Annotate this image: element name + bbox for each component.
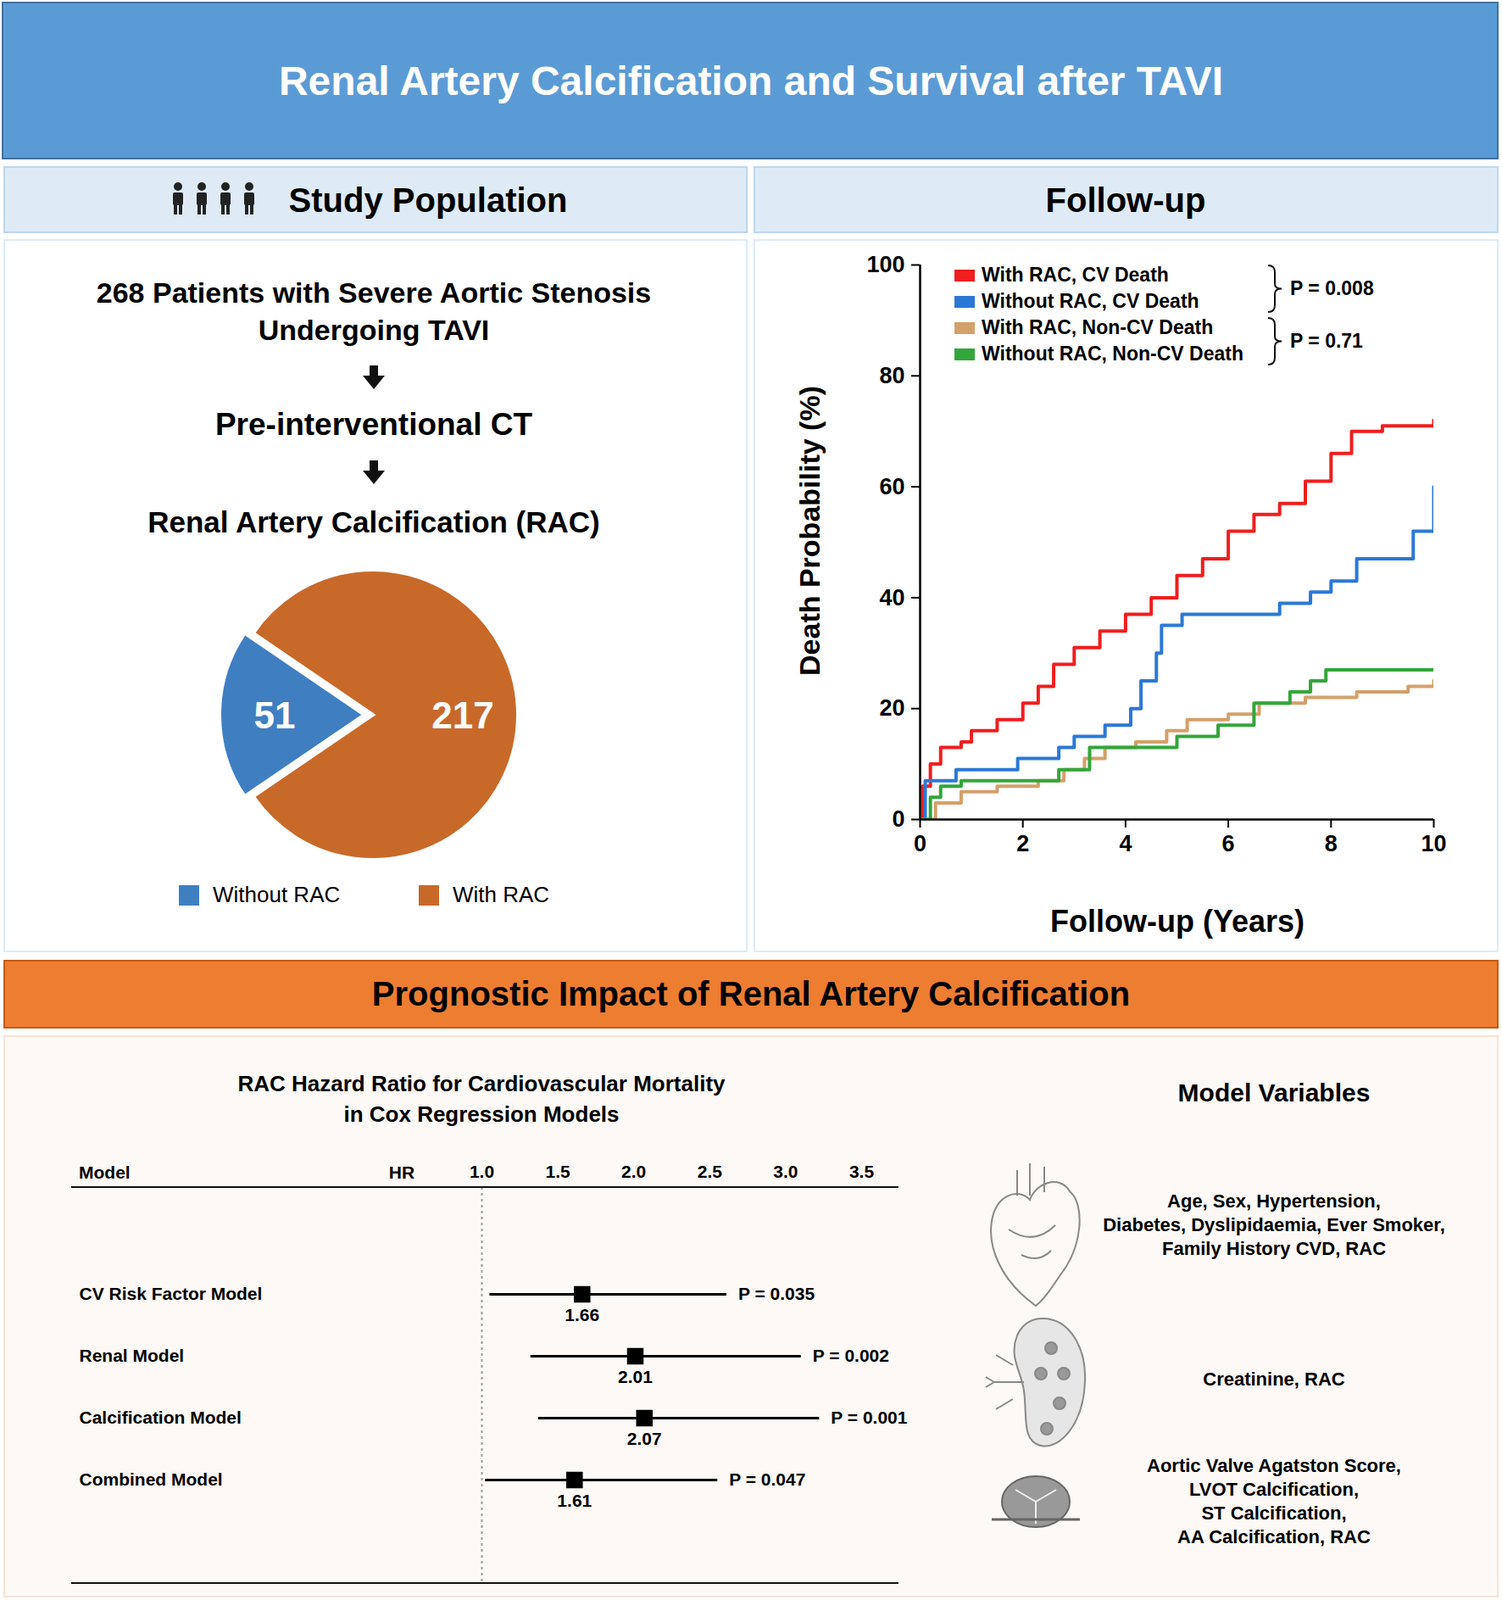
svg-text:3.5: 3.5 bbox=[849, 1161, 875, 1181]
html-text:Follow-up: Follow-up bbox=[1045, 181, 1206, 219]
html-text:Follow-up (Years): Follow-up (Years) bbox=[1050, 903, 1305, 939]
html-text:RAC Hazard Ratio for Cardiovas: RAC Hazard Ratio for Cardiovascular Mort… bbox=[237, 1070, 726, 1127]
svg-text:P = 0.035: P = 0.035 bbox=[738, 1283, 815, 1303]
html-text:Model: Model bbox=[78, 1162, 131, 1182]
html-text:Model Variables: Model Variables bbox=[1177, 1078, 1371, 1107]
svg-text:P = 0.047: P = 0.047 bbox=[728, 1468, 806, 1489]
svg-text:Combined Model: Combined Model bbox=[79, 1468, 223, 1489]
html-text:Death Probability (%): Death Probability (%) bbox=[793, 385, 826, 676]
svg-text:2: 2 bbox=[1016, 830, 1030, 857]
html-text:Age, Sex, Hypertension, Diabet: Age, Sex, Hypertension, Diabetes, Dyslip… bbox=[1102, 1190, 1446, 1259]
svg-text:3.0: 3.0 bbox=[773, 1161, 798, 1181]
svg-text:217: 217 bbox=[431, 694, 494, 736]
html-text:Pre-interventional CT: Pre-interventional CT bbox=[215, 406, 533, 442]
svg-text:51: 51 bbox=[254, 694, 296, 736]
svg-text:Calcification Model: Calcification Model bbox=[79, 1407, 242, 1427]
svg-text:40: 40 bbox=[878, 584, 905, 611]
svg-text:10: 10 bbox=[1420, 830, 1447, 857]
svg-text:8: 8 bbox=[1324, 830, 1338, 857]
svg-text:2.0: 2.0 bbox=[621, 1161, 646, 1181]
svg-text:6: 6 bbox=[1222, 830, 1235, 857]
svg-text:4: 4 bbox=[1118, 830, 1132, 857]
svg-text:CV Risk Factor Model: CV Risk Factor Model bbox=[79, 1283, 263, 1303]
html-text:With RAC, CV Death: With RAC, CV Death bbox=[981, 263, 1169, 286]
svg-text:P = 0.002: P = 0.002 bbox=[812, 1345, 890, 1365]
svg-text:1.5: 1.5 bbox=[545, 1161, 571, 1181]
svg-text:1.61: 1.61 bbox=[556, 1490, 592, 1510]
html-text:Without RAC, Non-CV Death: Without RAC, Non-CV Death bbox=[981, 342, 1244, 365]
svg-text:P = 0.001: P = 0.001 bbox=[830, 1407, 907, 1427]
svg-text:80: 80 bbox=[878, 362, 905, 389]
html-text:Renal Artery Calcification and: Renal Artery Calcification and Survival … bbox=[278, 58, 1224, 104]
html-text:P = 0.71: P = 0.71 bbox=[1290, 329, 1363, 352]
svg-text:2.01: 2.01 bbox=[617, 1366, 653, 1386]
svg-text:2.07: 2.07 bbox=[627, 1428, 662, 1448]
html-text:Prognostic Impact of Renal Art: Prognostic Impact of Renal Artery Calcif… bbox=[372, 974, 1130, 1013]
html-text:Renal Artery Calcification (RA: Renal Artery Calcification (RAC) bbox=[147, 505, 600, 539]
svg-text:100: 100 bbox=[866, 251, 905, 278]
html-text:HR: HR bbox=[388, 1162, 415, 1182]
html-text:With RAC, Non-CV Death: With RAC, Non-CV Death bbox=[981, 316, 1214, 339]
svg-text:0: 0 bbox=[913, 830, 927, 857]
html-text:Aortic Valve Agatston Score, L: Aortic Valve Agatston Score, LVOT Calcif… bbox=[1146, 1454, 1402, 1547]
html-text:Without RAC, CV Death: Without RAC, CV Death bbox=[981, 290, 1200, 313]
svg-text:0: 0 bbox=[891, 806, 905, 832]
html-text:Study Population: Study Population bbox=[288, 181, 568, 219]
svg-text:1.0: 1.0 bbox=[469, 1161, 495, 1181]
svg-text:20: 20 bbox=[878, 695, 905, 721]
html-text:P = 0.008: P = 0.008 bbox=[1290, 276, 1374, 299]
html-text:Creatinine, RAC: Creatinine, RAC bbox=[1203, 1368, 1345, 1390]
html-text:With RAC: With RAC bbox=[452, 881, 550, 908]
svg-text:1.66: 1.66 bbox=[564, 1304, 600, 1324]
html-text:Without RAC: Without RAC bbox=[212, 881, 341, 908]
svg-text:60: 60 bbox=[878, 473, 905, 500]
svg-text:2.5: 2.5 bbox=[697, 1161, 724, 1181]
html-text:268 Patients with Severe Aorti: 268 Patients with Severe Aortic Stenosis… bbox=[96, 276, 652, 346]
svg-text:Renal Model: Renal Model bbox=[79, 1345, 185, 1365]
